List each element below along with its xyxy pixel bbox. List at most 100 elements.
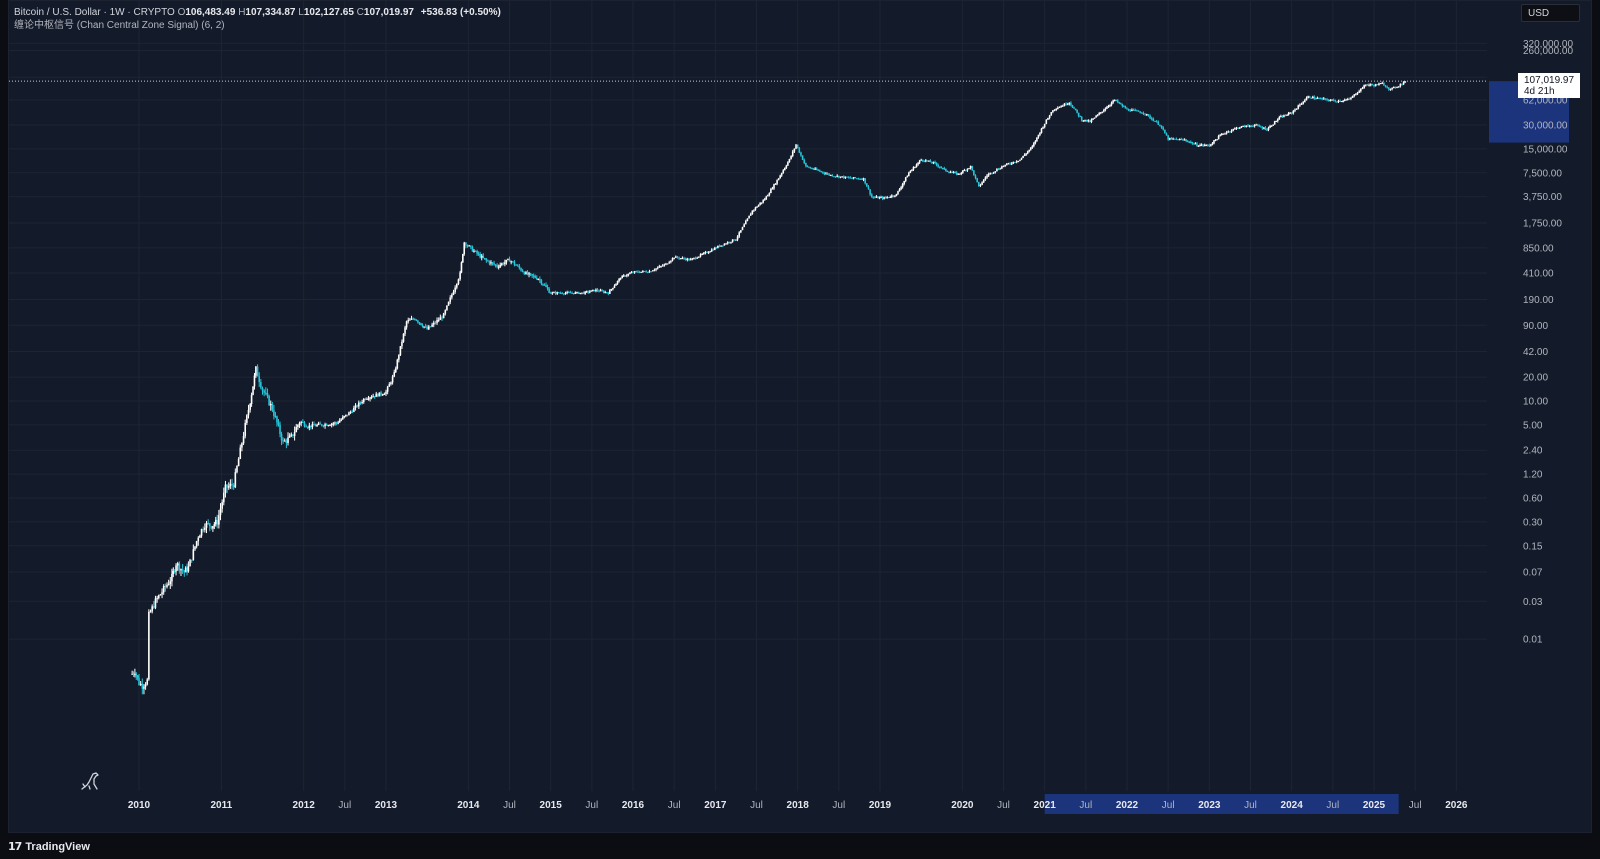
close-label: C (356, 7, 364, 18)
candle-body (1259, 126, 1262, 128)
candle-body (534, 276, 537, 278)
candle-body (1238, 127, 1241, 129)
candle-body (803, 159, 806, 164)
candle-body (1001, 166, 1003, 169)
candle-body (247, 409, 250, 416)
candle-body (730, 241, 732, 243)
candle-body (668, 262, 671, 264)
symbol-title[interactable]: Bitcoin / U.S. Dollar · 1W · CRYPTO (14, 7, 175, 18)
candle-body (151, 606, 153, 612)
candle-body (982, 179, 985, 183)
candles (131, 81, 1407, 695)
candle-body (691, 258, 694, 260)
currency-button[interactable]: USD (1521, 4, 1580, 22)
candle-body (699, 254, 702, 257)
y-tick-label: 2.40 (1523, 446, 1543, 457)
candle-body (892, 195, 895, 197)
dinosaur-icon[interactable] (80, 770, 102, 797)
candle-body (159, 594, 162, 596)
candle-body (224, 484, 227, 493)
candle-body (671, 258, 674, 261)
candle-body (271, 403, 274, 411)
indicator-title[interactable]: 缠论中枢信号 (Chan Central Zone Signal) (6, 2) (14, 20, 225, 31)
candle-body (777, 178, 780, 181)
candle-body (388, 384, 391, 387)
candle-body (1031, 146, 1034, 148)
candle-body (710, 249, 713, 252)
x-tick-label: 2020 (951, 800, 974, 811)
candle-body (847, 177, 850, 179)
candle-body (979, 184, 982, 186)
candle-body (285, 440, 288, 443)
candle-body (456, 283, 458, 288)
candle-body (490, 262, 492, 264)
candle-body (1388, 87, 1390, 90)
y-tick-label: 20.00 (1523, 373, 1548, 384)
x-tick-label: Jul (338, 800, 351, 811)
price-chart[interactable]: 320,000.00260,000.00120,000.0062,000.003… (9, 1, 1593, 834)
candle-body (911, 169, 913, 172)
y-tick-label: 1,750.00 (1523, 218, 1562, 229)
candle-body (1147, 114, 1150, 116)
brand-name[interactable]: TradingView (25, 840, 90, 853)
candle-body (844, 176, 847, 178)
y-tick-label: 260,000.00 (1523, 46, 1573, 57)
candle-body (1126, 108, 1128, 110)
candle-body (584, 291, 586, 294)
candle-body (1183, 139, 1186, 141)
bar-countdown: 4d 21h (1524, 86, 1555, 97)
candle-body (576, 291, 578, 293)
candle-body (895, 193, 898, 196)
candle-body (1149, 115, 1151, 119)
candle-body (302, 422, 304, 424)
candle-body (493, 263, 495, 265)
candle-body (546, 286, 549, 289)
candle-body (1124, 106, 1127, 109)
candle-body (725, 243, 727, 245)
x-tick-label: 2013 (375, 800, 398, 811)
candle-body (144, 684, 147, 687)
indicator-row[interactable]: 缠论中枢信号 (Chan Central Zone Signal) (6, 2) (14, 19, 501, 32)
tradingview-logo-icon[interactable]: 17 (8, 840, 22, 853)
candle-body (484, 257, 486, 259)
candle-body (1139, 111, 1141, 113)
candle-body (1217, 136, 1220, 140)
candle-body (175, 565, 177, 572)
candle-body (479, 253, 481, 258)
candle-body (418, 322, 421, 324)
candle-body (551, 292, 554, 294)
x-tick-label: 2016 (622, 800, 645, 811)
candle-body (132, 673, 135, 675)
candle-body (1230, 130, 1233, 132)
candle-body (886, 197, 889, 199)
candle-body (1326, 98, 1328, 100)
candle-body (862, 178, 865, 180)
candle-body (1273, 121, 1276, 125)
y-tick-label: 320,000.00 (1523, 39, 1573, 50)
chart-frame[interactable]: 320,000.00260,000.00120,000.0062,000.003… (8, 0, 1592, 833)
candle-body (788, 158, 791, 163)
candle-body (263, 390, 265, 393)
candle-body (369, 397, 371, 399)
candle-body (459, 272, 461, 280)
candle-body (1101, 111, 1104, 113)
candle-body (924, 160, 927, 162)
candle-body (566, 292, 568, 294)
candle-body (1073, 107, 1075, 109)
last-price-tag: 107,019.97 4d 21h (1518, 73, 1580, 98)
candle-body (1222, 133, 1225, 135)
candle-body (1093, 117, 1096, 119)
y-tick-label: 0.15 (1523, 541, 1543, 552)
candle-body (398, 355, 400, 360)
candle-body (375, 393, 378, 397)
candle-body (1404, 81, 1407, 83)
candle-body (414, 319, 416, 321)
x-tick-label: 2018 (787, 800, 810, 811)
candle-body (229, 483, 232, 487)
candle-body (1023, 154, 1026, 156)
candle-body (282, 440, 284, 442)
candle-body (735, 239, 737, 241)
candle-body (1334, 100, 1337, 102)
candle-body (770, 189, 772, 194)
candle-body (595, 289, 597, 292)
